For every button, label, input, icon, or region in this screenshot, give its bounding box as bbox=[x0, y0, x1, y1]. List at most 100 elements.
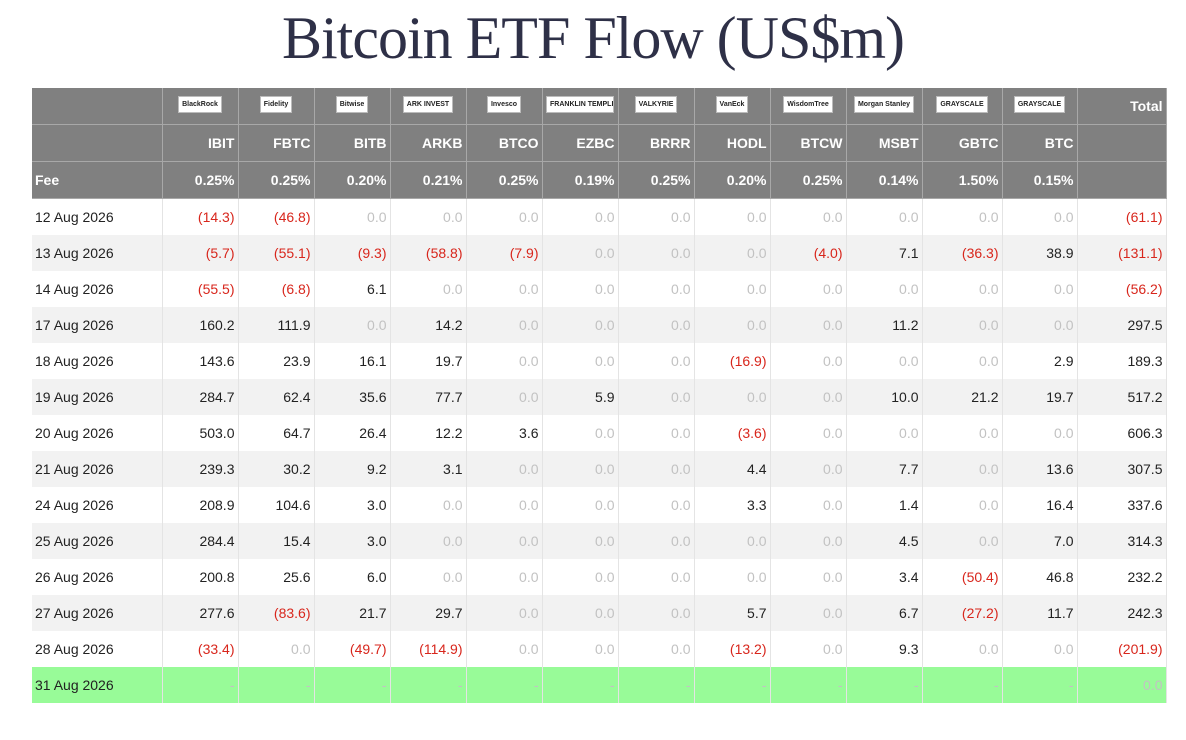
flow-cell: 14.2 bbox=[390, 307, 467, 343]
flow-cell: 0.0 bbox=[466, 271, 543, 307]
flow-cell: 0.0 bbox=[314, 198, 391, 235]
date-cell: 31 Aug 2026 bbox=[32, 667, 163, 703]
flow-cell: - bbox=[1002, 667, 1078, 703]
total-cell: 606.3 bbox=[1077, 415, 1167, 451]
date-cell: 28 Aug 2026 bbox=[32, 631, 163, 667]
logo-cell: WisdomTree bbox=[770, 88, 847, 125]
flow-cell: 7.7 bbox=[846, 451, 923, 487]
flow-cell: 16.4 bbox=[1002, 487, 1078, 523]
flow-cell: - bbox=[390, 667, 467, 703]
date-cell: 20 Aug 2026 bbox=[32, 415, 163, 451]
flow-cell: 0.0 bbox=[542, 343, 619, 379]
flow-cell: 0.0 bbox=[466, 523, 543, 559]
logo-row: BlackRock Fidelity Bitwise ARK INVEST Invesc… bbox=[32, 88, 1167, 125]
flow-cell: 62.4 bbox=[238, 379, 315, 415]
total-header: Total bbox=[1077, 88, 1167, 125]
flow-cell: 0.0 bbox=[466, 487, 543, 523]
flow-cell: 0.0 bbox=[694, 307, 771, 343]
flow-cell: 0.0 bbox=[618, 595, 695, 631]
flow-cell: 0.0 bbox=[618, 415, 695, 451]
fee: 0.19% bbox=[542, 161, 619, 199]
flow-cell: 0.0 bbox=[390, 487, 467, 523]
flow-cell: 0.0 bbox=[390, 523, 467, 559]
date-cell: 24 Aug 2026 bbox=[32, 487, 163, 523]
logo-cell: GRAYSCALE bbox=[922, 88, 1003, 125]
ticker: BRRR bbox=[618, 124, 695, 162]
total-cell: (201.9) bbox=[1077, 631, 1167, 667]
ticker: EZBC bbox=[542, 124, 619, 162]
flow-cell: 0.0 bbox=[542, 559, 619, 595]
flow-cell: 0.0 bbox=[770, 415, 847, 451]
flow-cell: 503.0 bbox=[162, 415, 239, 451]
flow-cell: 0.0 bbox=[618, 559, 695, 595]
total-cell: 0.0 bbox=[1077, 667, 1167, 703]
flow-cell: 0.0 bbox=[1002, 307, 1078, 343]
issuer-logo: Bitwise bbox=[335, 96, 369, 113]
flow-cell: 3.0 bbox=[314, 523, 391, 559]
flow-cell: 239.3 bbox=[162, 451, 239, 487]
date-cell: 17 Aug 2026 bbox=[32, 307, 163, 343]
flow-cell: - bbox=[694, 667, 771, 703]
flow-cell: 0.0 bbox=[694, 523, 771, 559]
flow-cell: 0.0 bbox=[922, 415, 1003, 451]
flow-cell: 0.0 bbox=[694, 379, 771, 415]
ticker: HODL bbox=[694, 124, 771, 162]
flow-cell: 0.0 bbox=[770, 379, 847, 415]
ticker: BTC bbox=[1002, 124, 1078, 162]
flow-cell: (16.9) bbox=[694, 343, 771, 379]
flow-cell: 77.7 bbox=[390, 379, 467, 415]
flow-cell: 0.0 bbox=[542, 487, 619, 523]
flow-cell: 0.0 bbox=[770, 631, 847, 667]
data-row: 17 Aug 2026 160.2 111.9 0.0 14.2 0.0 0.0 0.0 0.0… bbox=[32, 307, 1167, 343]
flow-cell: (5.7) bbox=[162, 235, 239, 271]
flow-cell: 284.4 bbox=[162, 523, 239, 559]
flow-cell: 0.0 bbox=[618, 271, 695, 307]
flow-cell: 0.0 bbox=[922, 523, 1003, 559]
flow-cell: 6.0 bbox=[314, 559, 391, 595]
issuer-logo: FRANKLIN TEMPLETON bbox=[546, 96, 614, 113]
flow-cell: (3.6) bbox=[694, 415, 771, 451]
date-cell: 26 Aug 2026 bbox=[32, 559, 163, 595]
flow-cell: (58.8) bbox=[390, 235, 467, 271]
issuer-logo: WisdomTree bbox=[783, 96, 833, 113]
flow-cell: 208.9 bbox=[162, 487, 239, 523]
logo-cell: VanEck bbox=[694, 88, 771, 125]
flow-cell: 0.0 bbox=[770, 307, 847, 343]
flow-cell: 0.0 bbox=[770, 198, 847, 235]
flow-cell: 11.7 bbox=[1002, 595, 1078, 631]
flow-cell: 38.9 bbox=[1002, 235, 1078, 271]
flow-cell: 46.8 bbox=[1002, 559, 1078, 595]
ticker-row: IBIT FBTC BITB ARKB BTCO EZBC BRRR HODL BTCW MSBT… bbox=[32, 124, 1167, 162]
flow-cell: (55.1) bbox=[238, 235, 315, 271]
flow-cell: 26.4 bbox=[314, 415, 391, 451]
flow-cell: 3.3 bbox=[694, 487, 771, 523]
flow-cell: 12.2 bbox=[390, 415, 467, 451]
flow-cell: (13.2) bbox=[694, 631, 771, 667]
flow-cell: - bbox=[922, 667, 1003, 703]
issuer-logo: BlackRock bbox=[178, 96, 222, 113]
logo-cell: ARK INVEST bbox=[390, 88, 467, 125]
ticker: MSBT bbox=[846, 124, 923, 162]
date-cell: 12 Aug 2026 bbox=[32, 198, 163, 235]
flow-cell: 35.6 bbox=[314, 379, 391, 415]
flow-cell: (49.7) bbox=[314, 631, 391, 667]
flow-cell: 1.4 bbox=[846, 487, 923, 523]
fee: 0.25% bbox=[162, 161, 239, 199]
date-cell: 25 Aug 2026 bbox=[32, 523, 163, 559]
flow-cell: 0.0 bbox=[390, 198, 467, 235]
flow-cell: 5.7 bbox=[694, 595, 771, 631]
fee-row: Fee 0.25% 0.25% 0.20% 0.21% 0.25% 0.19% 0.25% 0.… bbox=[32, 161, 1167, 199]
fee: 0.20% bbox=[694, 161, 771, 199]
flow-cell: 0.0 bbox=[846, 271, 923, 307]
flow-cell: 0.0 bbox=[542, 523, 619, 559]
ticker: GBTC bbox=[922, 124, 1003, 162]
flow-cell: 0.0 bbox=[390, 271, 467, 307]
flow-cell: 10.0 bbox=[846, 379, 923, 415]
flow-cell: (83.6) bbox=[238, 595, 315, 631]
flow-cell: 0.0 bbox=[922, 487, 1003, 523]
fee: 0.14% bbox=[846, 161, 923, 199]
flow-cell: 143.6 bbox=[162, 343, 239, 379]
flow-cell: 13.6 bbox=[1002, 451, 1078, 487]
header-cell bbox=[32, 88, 163, 125]
flow-cell: 0.0 bbox=[922, 631, 1003, 667]
